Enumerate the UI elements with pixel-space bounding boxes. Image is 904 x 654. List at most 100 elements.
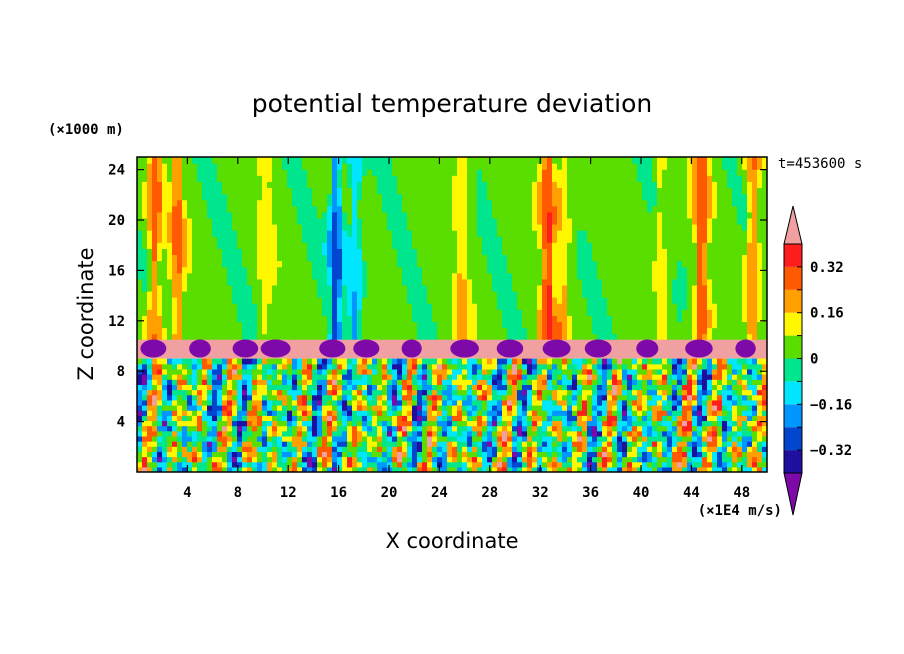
heatmap-cell	[197, 334, 203, 341]
heatmap-cell	[287, 297, 293, 304]
heatmap-cell	[697, 187, 703, 194]
heatmap-cell	[677, 321, 683, 328]
heatmap-cell	[257, 334, 263, 341]
heatmap-cell	[202, 206, 208, 213]
heatmap-cell	[157, 297, 163, 304]
heatmap-cell	[307, 194, 313, 201]
heatmap-cell	[242, 309, 248, 316]
heatmap-cell	[497, 279, 503, 286]
heatmap-cell	[557, 200, 563, 207]
heatmap-cell	[492, 194, 498, 201]
heatmap-cell	[447, 212, 453, 219]
heatmap-cell	[152, 285, 158, 292]
heatmap-cell	[337, 242, 343, 249]
heatmap-cell	[272, 410, 278, 416]
heatmap-cell	[212, 321, 218, 328]
heatmap-cell	[662, 328, 668, 335]
heatmap-cell	[512, 206, 518, 213]
heatmap-cell	[157, 157, 163, 164]
heatmap-cell	[382, 267, 388, 274]
heatmap-cell	[137, 285, 143, 292]
heatmap-cell	[402, 194, 408, 201]
heatmap-cell	[712, 218, 718, 225]
heatmap-cell	[522, 175, 528, 182]
heatmap-cell	[717, 224, 723, 231]
heatmap-cell	[612, 194, 618, 201]
heatmap-cell	[612, 163, 618, 170]
heatmap-cell	[342, 267, 348, 274]
heatmap-cell	[672, 157, 678, 164]
heatmap-cell	[322, 441, 328, 447]
heatmap-cell	[682, 236, 688, 243]
heatmap-cell	[322, 157, 328, 164]
heatmap-cell	[207, 261, 213, 268]
heatmap-cell	[532, 248, 538, 255]
heatmap-cell	[287, 364, 293, 370]
heatmap-cell	[267, 405, 273, 411]
heatmap-cell	[752, 206, 758, 213]
heatmap-cell	[152, 359, 158, 365]
heatmap-cell	[707, 194, 713, 201]
heatmap-cell	[732, 194, 738, 201]
heatmap-cell	[172, 364, 178, 370]
heatmap-cell	[507, 315, 513, 322]
heatmap-cell	[412, 230, 418, 237]
heatmap-cell	[337, 224, 343, 231]
heatmap-cell	[652, 230, 658, 237]
heatmap-cell	[207, 462, 213, 468]
heatmap-cell	[307, 315, 313, 322]
heatmap-cell	[392, 374, 398, 380]
heatmap-cell	[442, 169, 448, 176]
heatmap-cell	[242, 236, 248, 243]
heatmap-cell	[177, 374, 183, 380]
tropopause-blob	[319, 340, 345, 358]
heatmap-cell	[227, 297, 233, 304]
heatmap-cell	[412, 248, 418, 255]
heatmap-cell	[387, 297, 393, 304]
heatmap-cell	[652, 212, 658, 219]
heatmap-cell	[277, 384, 283, 390]
heatmap-cell	[612, 236, 618, 243]
heatmap-cell	[482, 291, 488, 298]
heatmap-cell	[652, 291, 658, 298]
heatmap-cell	[517, 236, 523, 243]
heatmap-cell	[397, 206, 403, 213]
heatmap-cell	[147, 291, 153, 298]
heatmap-cell	[607, 279, 613, 286]
heatmap-cell	[217, 369, 223, 375]
heatmap-cell	[247, 291, 253, 298]
heatmap-cell	[522, 254, 528, 261]
heatmap-cell	[317, 273, 323, 280]
heatmap-cell	[677, 303, 683, 310]
heatmap-cell	[312, 415, 318, 421]
heatmap-cell	[522, 218, 528, 225]
heatmap-cell	[202, 384, 208, 390]
heatmap-cell	[327, 230, 333, 237]
heatmap-cell	[232, 400, 238, 406]
heatmap-cell	[277, 157, 283, 164]
heatmap-cell	[667, 181, 673, 188]
heatmap-cell	[407, 261, 413, 268]
heatmap-cell	[532, 334, 538, 341]
heatmap-cell	[257, 175, 263, 182]
heatmap-cell	[207, 384, 213, 390]
heatmap-cell	[542, 187, 548, 194]
heatmap-cell	[472, 334, 478, 341]
heatmap-cell	[137, 303, 143, 310]
heatmap-cell	[172, 303, 178, 310]
heatmap-cell	[137, 415, 143, 421]
heatmap-cell	[257, 273, 263, 280]
heatmap-cell	[582, 321, 588, 328]
heatmap-cell	[267, 175, 273, 182]
heatmap-cell	[717, 328, 723, 335]
heatmap-cell	[227, 384, 233, 390]
heatmap-cell	[437, 315, 443, 322]
heatmap-cell	[312, 334, 318, 341]
heatmap-cell	[272, 169, 278, 176]
heatmap-cell	[722, 285, 728, 292]
heatmap-cell	[682, 273, 688, 280]
heatmap-cell	[367, 309, 373, 316]
heatmap-cell	[252, 451, 258, 457]
heatmap-cell	[317, 364, 323, 370]
heatmap-cell	[237, 254, 243, 261]
